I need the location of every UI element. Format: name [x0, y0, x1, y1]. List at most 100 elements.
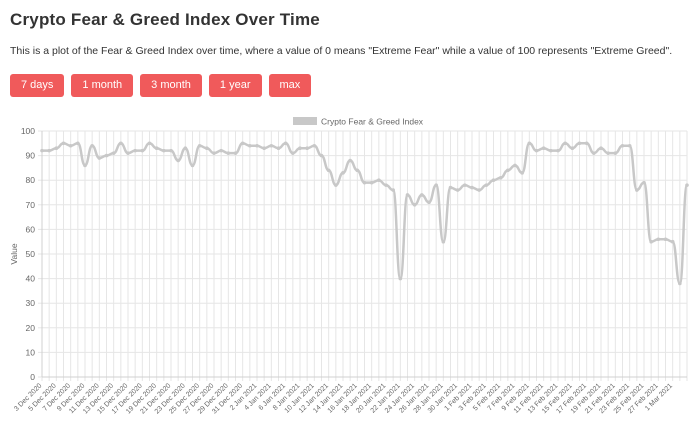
- data-point: [269, 143, 274, 148]
- data-point: [670, 239, 675, 244]
- data-point: [642, 180, 646, 185]
- data-point: [549, 148, 553, 153]
- range-7-days-button[interactable]: 7 days: [10, 74, 65, 97]
- y-tick-label: 40: [26, 274, 36, 284]
- data-point: [384, 183, 388, 187]
- data-point: [147, 141, 152, 146]
- data-point: [176, 158, 180, 163]
- data-point: [498, 175, 503, 180]
- data-point: [90, 143, 94, 148]
- data-point: [563, 141, 567, 146]
- data-point: [420, 193, 424, 197]
- data-point: [326, 168, 331, 173]
- data-point: [463, 183, 467, 187]
- data-point: [556, 148, 560, 153]
- data-point: [197, 143, 202, 148]
- data-point: [154, 146, 159, 151]
- data-point: [391, 188, 395, 192]
- data-point: [169, 148, 173, 153]
- data-point: [592, 151, 596, 155]
- series-crypto-fear-greed: [40, 141, 689, 286]
- data-point: [541, 146, 546, 151]
- chart-grid: [38, 130, 688, 381]
- data-point: [341, 171, 345, 175]
- y-tick-label: 20: [26, 323, 36, 333]
- fear-greed-line-chart: Crypto Fear & Greed Index 0 10 20 30 40 50 60 7…: [9, 117, 689, 415]
- data-point: [441, 239, 446, 244]
- data-point: [97, 156, 102, 160]
- data-point: [355, 168, 360, 173]
- data-point: [162, 148, 166, 153]
- data-point: [68, 143, 73, 148]
- data-point: [412, 203, 417, 207]
- data-point: [40, 148, 44, 153]
- y-tick-label: 60: [26, 224, 36, 234]
- data-point: [513, 163, 517, 168]
- data-point: [61, 141, 66, 146]
- y-axis-ticks: 0 10 20 30 40 50 60 70 80 90 100: [21, 126, 35, 382]
- data-point: [319, 153, 324, 158]
- data-point: [119, 141, 123, 146]
- data-point: [111, 151, 116, 155]
- data-point: [226, 151, 231, 155]
- data-point: [126, 151, 130, 155]
- data-point: [663, 237, 668, 242]
- data-point: [305, 146, 309, 151]
- data-point: [656, 237, 661, 242]
- data-point: [448, 185, 453, 190]
- data-point: [570, 146, 575, 151]
- data-point: [104, 153, 109, 158]
- data-point: [255, 143, 259, 148]
- data-point: [398, 276, 403, 281]
- data-point: [219, 148, 223, 153]
- data-point: [534, 148, 539, 153]
- data-point: [362, 180, 367, 185]
- data-point: [205, 146, 209, 151]
- data-point: [635, 188, 639, 192]
- data-point: [491, 178, 496, 182]
- chart-legend[interactable]: Crypto Fear & Greed Index: [293, 117, 424, 127]
- y-axis-label: Value: [9, 243, 19, 264]
- page-description: This is a plot of the Fear & Greed Index…: [10, 45, 673, 57]
- data-point: [76, 141, 80, 146]
- range-1-month-button[interactable]: 1 month: [71, 74, 134, 97]
- legend-label: Crypto Fear & Greed Index: [321, 117, 424, 127]
- data-point: [427, 200, 431, 205]
- data-point: [190, 163, 195, 168]
- data-point: [47, 148, 51, 153]
- data-point: [577, 141, 582, 146]
- data-point: [248, 143, 252, 148]
- data-point: [298, 146, 302, 151]
- data-point: [348, 158, 352, 163]
- data-point: [240, 141, 245, 146]
- range-max-button[interactable]: max: [268, 74, 312, 97]
- data-point: [470, 185, 474, 190]
- y-tick-label: 70: [26, 200, 36, 210]
- data-point: [520, 171, 524, 175]
- range-button-group: 7 days 1 month 3 month 1 year max: [10, 74, 312, 97]
- data-point: [599, 146, 603, 151]
- range-3-month-button[interactable]: 3 month: [140, 74, 202, 97]
- data-point: [276, 146, 281, 151]
- data-point: [484, 183, 489, 187]
- data-point: [312, 143, 317, 148]
- data-point: [455, 188, 460, 192]
- data-point: [140, 148, 145, 153]
- data-point: [405, 193, 410, 197]
- data-point: [434, 183, 438, 187]
- legend-swatch: [293, 117, 317, 125]
- data-point: [233, 151, 238, 155]
- data-point: [377, 178, 381, 182]
- data-point: [262, 146, 266, 151]
- y-tick-label: 90: [26, 151, 36, 161]
- data-point: [678, 281, 682, 286]
- data-point: [685, 183, 689, 187]
- y-tick-label: 10: [26, 347, 36, 357]
- page-title: Crypto Fear & Greed Index Over Time: [10, 10, 320, 29]
- range-1-year-button[interactable]: 1 year: [208, 74, 262, 97]
- data-point: [212, 151, 216, 155]
- data-point: [527, 141, 532, 146]
- y-tick-label: 50: [26, 249, 36, 259]
- y-tick-label: 100: [21, 126, 35, 136]
